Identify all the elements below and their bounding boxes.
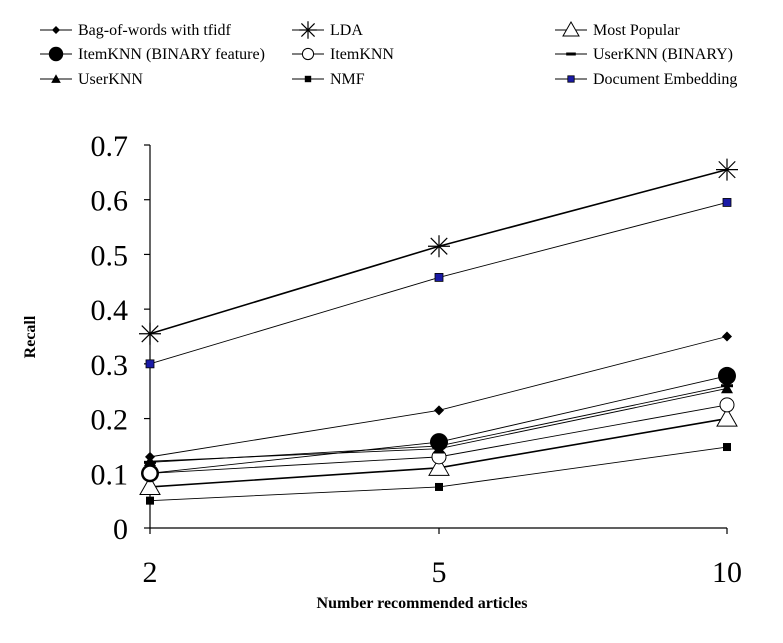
series-group <box>139 158 738 505</box>
series-2 <box>139 407 738 495</box>
data-point <box>144 455 156 467</box>
x-tick-label: 2 <box>143 556 158 589</box>
y-tick-label: 0.2 <box>91 404 129 437</box>
legend-label: NMF <box>330 71 365 88</box>
legend-label: UserKNN <box>78 71 143 88</box>
series-line <box>149 202 728 365</box>
legend-item: UserKNN (BINARY) <box>555 46 733 63</box>
y-axis-title: Recall <box>22 315 39 358</box>
legend-item: ItemKNN (BINARY feature) <box>40 46 265 63</box>
legend-item: UserKNN <box>40 71 143 88</box>
y-tick-label: 0.5 <box>91 239 129 272</box>
legend-marker <box>566 52 576 56</box>
legend-marker <box>567 75 575 83</box>
legend-marker <box>304 75 312 83</box>
legend-marker <box>51 74 61 83</box>
y-tick-label: 0.7 <box>91 130 129 163</box>
legend-item: Most Popular <box>555 20 680 39</box>
legend-label: Most Popular <box>593 22 680 39</box>
data-point <box>723 443 731 452</box>
legend-marker <box>301 47 315 61</box>
data-point <box>719 397 735 413</box>
y-axis-ticks: 0 0.1 0.2 0.3 0.4 0.5 0.6 0.7 <box>91 130 150 546</box>
legend-label: LDA <box>330 22 363 39</box>
data-point <box>716 158 738 181</box>
series-6 <box>144 382 733 467</box>
data-point <box>428 456 450 476</box>
series-7 <box>146 443 731 505</box>
legend-label: Document Embedding <box>593 71 737 88</box>
y-tick-label: 0.6 <box>91 185 129 218</box>
y-tick-label: 0.1 <box>91 458 129 491</box>
series-1 <box>139 158 738 345</box>
data-point <box>435 482 443 491</box>
data-point <box>716 407 738 427</box>
legend: Bag-of-words with tfidf LDA Most Popular It… <box>40 20 737 88</box>
data-point <box>139 475 161 495</box>
x-axis-ticks: 2 5 10 <box>143 528 742 589</box>
x-tick-label: 5 <box>432 556 447 589</box>
legend-label: UserKNN (BINARY) <box>593 46 733 63</box>
data-point <box>146 496 154 505</box>
series-8 <box>145 198 732 369</box>
legend-item: Document Embedding <box>555 71 737 88</box>
data-point <box>428 235 450 258</box>
legend-label: Bag-of-words with tfidf <box>78 22 232 39</box>
legend-marker <box>48 46 64 62</box>
data-point <box>433 442 445 454</box>
data-point <box>721 382 733 394</box>
data-point <box>434 273 444 282</box>
data-point <box>434 405 444 416</box>
x-tick-label: 10 <box>712 556 742 589</box>
x-axis-title: Number recommended articles <box>317 595 528 612</box>
legend-label: ItemKNN <box>330 46 394 63</box>
data-point <box>142 465 158 481</box>
data-point <box>722 198 732 207</box>
data-point <box>718 366 736 385</box>
data-point <box>722 331 732 342</box>
legend-item: NMF <box>292 71 365 88</box>
y-tick-label: 0 <box>113 513 128 546</box>
data-point <box>145 359 155 369</box>
legend-item: Bag-of-words with tfidf <box>40 22 232 39</box>
legend-item: ItemKNN <box>292 46 394 63</box>
legend-label: ItemKNN (BINARY feature) <box>78 46 265 63</box>
legend-marker <box>562 20 580 37</box>
legend-marker <box>299 21 317 39</box>
y-tick-label: 0.3 <box>91 349 129 382</box>
y-tick-label: 0.4 <box>91 294 129 327</box>
data-point <box>139 322 161 345</box>
legend-item: LDA <box>292 21 363 39</box>
legend-marker <box>52 26 60 34</box>
